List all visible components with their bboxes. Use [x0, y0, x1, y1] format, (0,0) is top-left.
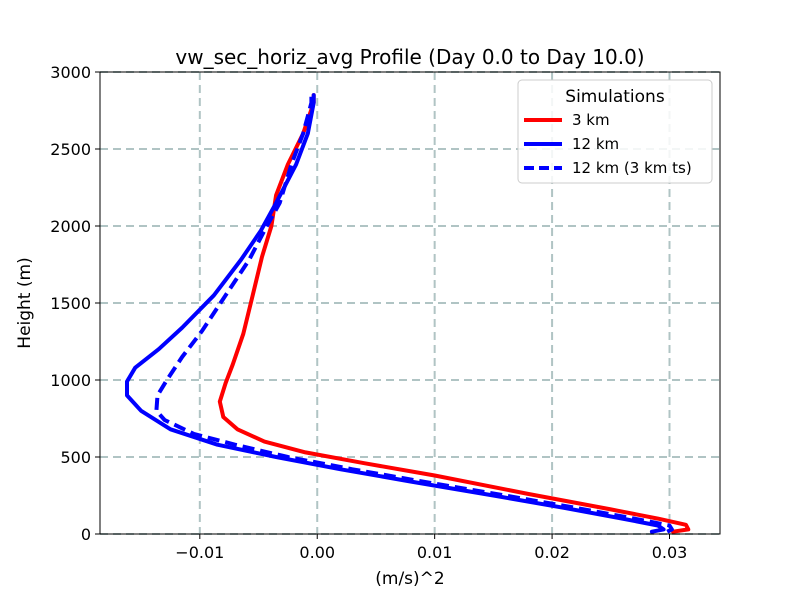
x-axis: −0.01 0.00 0.01 0.02 0.03 [175, 534, 687, 562]
legend-label-2: 12 km [572, 135, 619, 153]
legend-entries: 3 km 12 km 12 km (3 km ts) [524, 111, 692, 177]
legend-label-3: 12 km (3 km ts) [572, 159, 692, 177]
series-line-3 [154, 95, 674, 534]
legend-box [517, 79, 713, 184]
y-tick-label: 1500 [50, 294, 91, 313]
y-tick-label: 500 [60, 448, 91, 467]
x-tick-label: 0.03 [652, 543, 688, 562]
chart-title: vw_sec_horiz_avg Profile (Day 0.0 to Day… [175, 45, 644, 69]
x-axis-label: (m/s)^2 [375, 569, 444, 589]
grid-lines [100, 71, 720, 535]
x-tick-label: 0.01 [417, 543, 453, 562]
x-tick-label: 0.02 [534, 543, 570, 562]
y-tick-label: 3000 [50, 63, 91, 82]
y-tick-label: 0 [81, 525, 91, 544]
y-tick-label: 1000 [50, 371, 91, 390]
y-axis: 0 500 1000 1500 2000 2500 3000 [50, 63, 100, 544]
y-tick-label: 2000 [50, 217, 91, 236]
legend-title: Simulations [565, 87, 665, 107]
data-series [125, 93, 691, 534]
y-axis-label: Height (m) [15, 257, 35, 348]
series-line-1 [217, 93, 691, 534]
legend-label-1: 3 km [572, 111, 610, 129]
x-tick-label: 0.00 [299, 543, 335, 562]
legend: Simulations 3 km 12 km 12 km (3 km ts) [517, 79, 713, 184]
series-line-2 [125, 93, 666, 534]
x-tick-label: −0.01 [175, 543, 224, 562]
y-tick-label: 2500 [50, 140, 91, 159]
